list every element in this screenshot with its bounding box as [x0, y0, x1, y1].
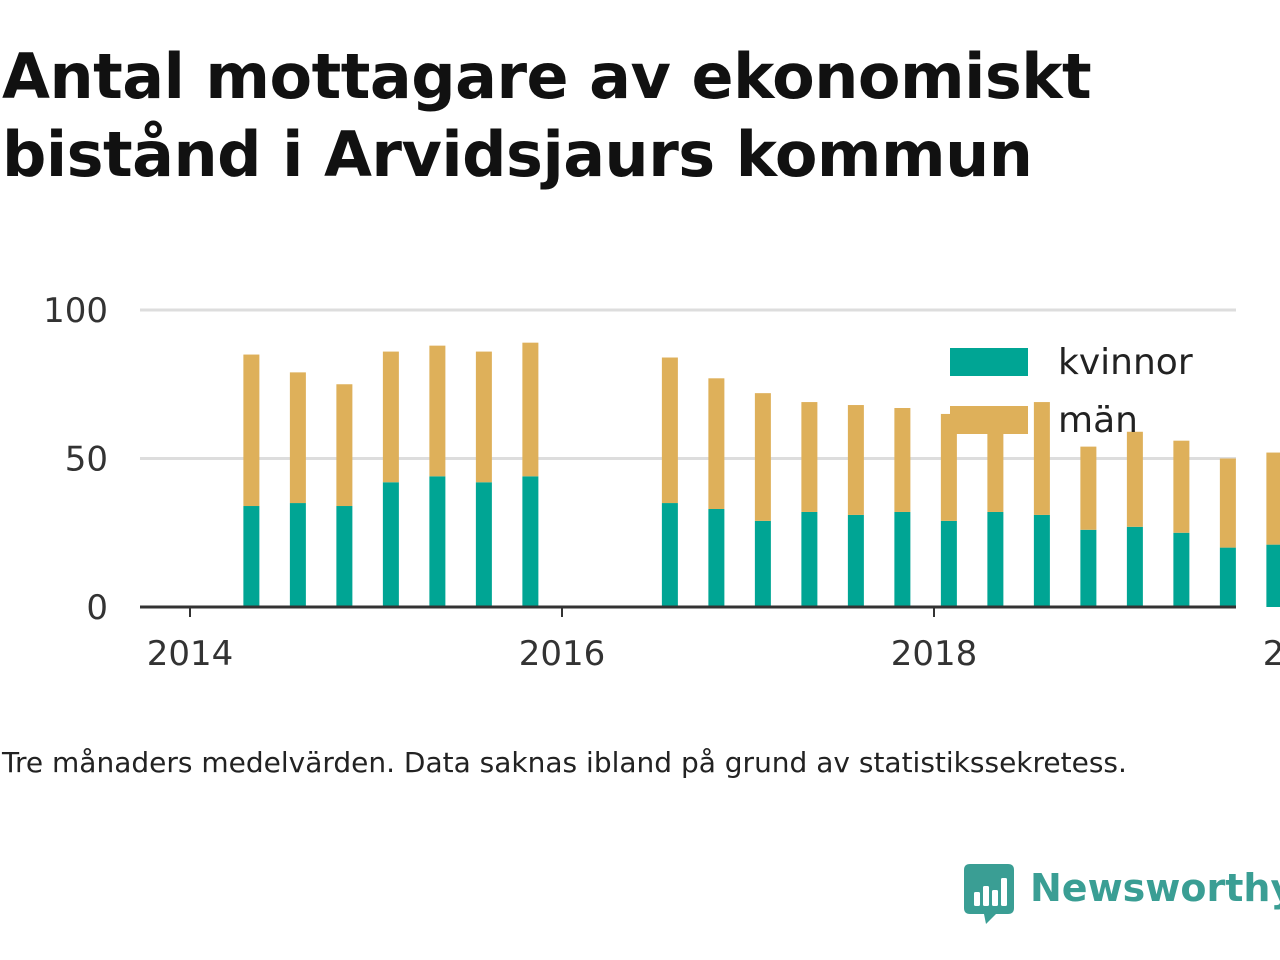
bar-kvinnor — [847, 514, 864, 607]
bar-kvinnor — [1173, 532, 1190, 607]
bars — [243, 342, 1280, 607]
footnote: Tre månaders medelvärden. Data saknas ib… — [2, 746, 1127, 779]
bar-man — [475, 351, 492, 483]
x-tick-label: 2016 — [519, 634, 606, 674]
bar-man — [1266, 452, 1280, 545]
bar-man — [987, 413, 1004, 512]
bar-man — [522, 342, 539, 477]
bar-man — [1173, 440, 1190, 533]
bar-man — [847, 405, 864, 515]
bar-kvinnor — [522, 476, 539, 607]
bar-man — [940, 413, 957, 521]
bar-man — [1033, 402, 1050, 515]
bar-kvinnor — [429, 476, 446, 607]
bar-man — [894, 408, 911, 512]
bar-kvinnor — [475, 482, 492, 607]
bar-kvinnor — [940, 520, 957, 607]
chart-title: Antal mottagare av ekonomiskt bistånd i … — [2, 40, 1092, 191]
bar-chart-speech-bubble-icon — [964, 864, 1014, 924]
bar-kvinnor — [1219, 547, 1236, 607]
bar-man — [1080, 446, 1097, 530]
bar-man — [1219, 458, 1236, 548]
bar-chart: 050100201420162018202020222024 kvinnormä… — [43, 291, 1280, 674]
brand: Newsworthy — [964, 864, 1280, 926]
bar-man — [661, 357, 678, 504]
bar-man — [243, 354, 260, 507]
bar-kvinnor — [894, 511, 911, 607]
x-tick-label: 2018 — [891, 634, 978, 674]
legend-swatch-man — [950, 406, 1028, 434]
bar-kvinnor — [1126, 526, 1143, 607]
bar-man — [336, 384, 353, 507]
legend-swatch-kvinnor — [950, 348, 1028, 376]
bar-kvinnor — [661, 503, 678, 607]
bar-kvinnor — [708, 508, 725, 607]
bar-kvinnor — [243, 506, 260, 607]
x-tick-label: 2014 — [147, 634, 234, 674]
y-tick-label: 0 — [86, 588, 108, 628]
bar-kvinnor — [1080, 529, 1097, 607]
bar-man — [429, 345, 446, 477]
axes: 050100201420162018202020222024 — [43, 291, 1280, 674]
y-tick-label: 50 — [65, 440, 108, 480]
bar-kvinnor — [754, 520, 771, 607]
legend-label-kvinnor: kvinnor — [1058, 342, 1193, 383]
legend-label-man: män — [1058, 400, 1138, 441]
bar-kvinnor — [987, 511, 1004, 607]
bar-man — [708, 378, 725, 509]
bar-kvinnor — [382, 482, 399, 607]
legend: kvinnor män — [950, 342, 1193, 441]
bar-man — [382, 351, 399, 483]
bar-kvinnor — [1033, 514, 1050, 607]
bar-man — [1126, 431, 1143, 527]
brand-name: Newsworthy — [1030, 866, 1280, 910]
bar-kvinnor — [801, 511, 818, 607]
x-tick-label: 2020 — [1263, 634, 1280, 674]
bar-kvinnor — [336, 506, 353, 607]
grid-lines — [140, 308, 1236, 460]
y-tick-label: 100 — [43, 291, 108, 331]
bar-man — [754, 393, 771, 521]
bar-man — [289, 372, 306, 504]
bar-kvinnor — [1266, 544, 1280, 607]
bar-man — [801, 402, 818, 512]
bar-kvinnor — [289, 503, 306, 607]
